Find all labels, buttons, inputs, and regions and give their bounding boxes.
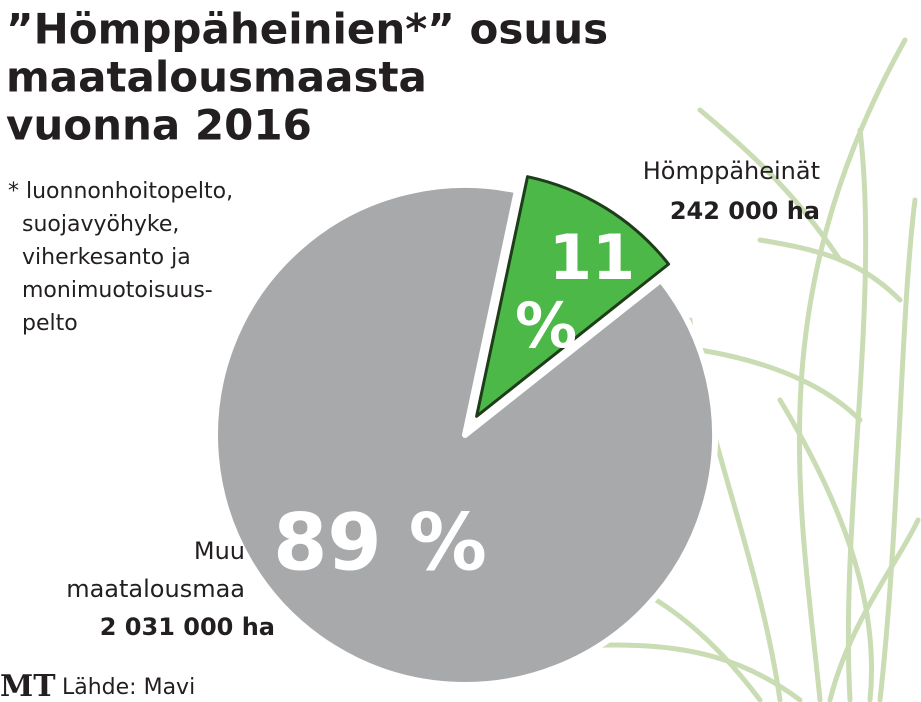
pie-slice xyxy=(212,182,718,688)
category-detail: 242 000 ha xyxy=(670,197,820,225)
value-label: 11% xyxy=(515,221,635,362)
category-detail: 2 031 000 ha xyxy=(100,613,275,641)
footnote-line: viherkesanto ja xyxy=(22,245,191,270)
logo: MT xyxy=(0,669,56,702)
source: Lähde: Mavi xyxy=(62,675,195,700)
pie: 11 % 89 % xyxy=(212,175,718,688)
footnote-line: suojavyöhyke, xyxy=(22,212,179,237)
title-line: ”Hömppäheinien*” osuus xyxy=(6,5,608,54)
title-line: vuonna 2016 xyxy=(6,101,312,150)
category-label: Muu maatalousmaa xyxy=(66,537,245,603)
grass-decoration xyxy=(517,37,921,702)
footnote-line: pelto xyxy=(22,311,78,336)
footnote-line: * luonnonhoitopelto, xyxy=(8,179,233,204)
category-label: Hömppäheinät xyxy=(643,157,820,185)
pie-slice xyxy=(475,175,671,418)
footnote-line: monimuotoisuus- xyxy=(22,278,213,303)
title-line: maatalousmaasta xyxy=(6,53,427,102)
value-label: 89 % xyxy=(273,498,487,588)
